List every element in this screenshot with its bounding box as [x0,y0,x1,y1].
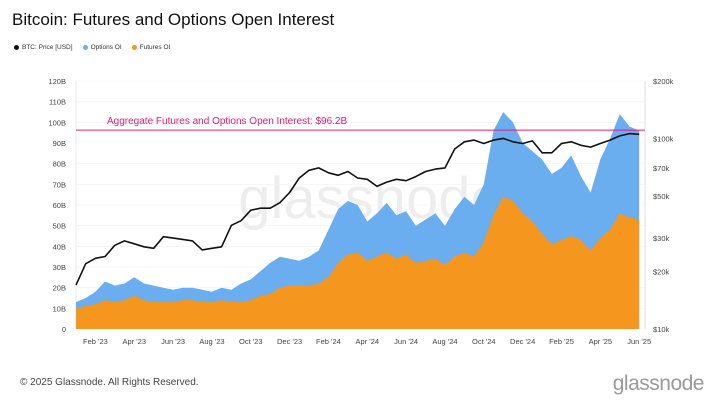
x-tick-label: Jun '25 [627,337,651,346]
y-left-tick-label: 90B [53,139,66,148]
x-tick-label: Apr '25 [589,337,613,346]
y-right-tick-label: $200k [653,77,674,86]
x-tick-label: Oct '23 [239,337,263,346]
y-right-tick-label: $100k [653,134,674,143]
y-left-tick-label: 40B [53,242,66,251]
y-left-tick-label: 80B [53,160,66,169]
legend-dot-price [14,45,19,50]
btc-price-line [75,132,640,286]
copyright-footer: © 2025 Glassnode. All Rights Reserved. [20,377,199,388]
x-tick-label: Jun '23 [161,337,185,346]
x-tick-label: Aug '23 [199,337,224,346]
y-right-tick-label: $30k [653,234,670,243]
x-tick-label: Feb '25 [549,337,574,346]
y-right-tick-label: $10k [653,325,670,334]
annotation-label: Aggregate Futures and Options Open Inter… [107,116,347,127]
legend-item-price[interactable]: BTC: Price [USD] [14,44,73,51]
y-left-tick-label: 50B [53,222,66,231]
legend-item-options[interactable]: Options OI [82,44,122,51]
y-right-tick-label: $20k [653,268,670,277]
y-left-tick-label: 60B [53,201,66,210]
y-left-tick-label: 70B [53,180,66,189]
x-tick-label: Oct '24 [472,337,496,346]
x-tick-label: Aug '24 [432,337,457,346]
x-tick-label: Dec '23 [277,337,302,346]
x-tick-label: Feb '24 [316,337,341,346]
legend-dot-options [82,45,88,50]
legend: BTC: Price [USD] Options OI Futures OI [14,44,170,51]
y-right-tick-label: $50k [653,192,670,201]
y-left-tick-label: 20B [53,284,66,293]
legend-label-futures: Futures OI [139,44,171,51]
legend-dot-futures [131,45,137,50]
x-tick-label: Dec '24 [510,337,535,346]
x-tick-label: Feb '23 [83,337,108,346]
y-left-tick-label: 30B [53,263,66,272]
y-left-tick-label: 100B [48,118,66,127]
glassnode-logo: glassnode [612,372,705,395]
futures-oi-area [76,196,640,329]
x-tick-label: Apr '23 [122,337,146,346]
y-left-tick-label: 10B [53,304,66,313]
legend-label-price: BTC: Price [USD] [22,44,73,51]
y-left-tick-label: 120B [48,77,66,86]
x-tick-label: Apr '24 [356,337,380,346]
legend-item-futures[interactable]: Futures OI [131,44,171,51]
y-right-tick-label: $70k [653,164,670,173]
y-left-tick-label: 110B [49,98,66,107]
y-left-tick-label: 0 [62,325,66,334]
x-tick-label: Jun '24 [394,337,418,346]
legend-label-options: Options OI [90,44,122,51]
chart-title: Bitcoin: Futures and Options Open Intere… [12,10,335,29]
